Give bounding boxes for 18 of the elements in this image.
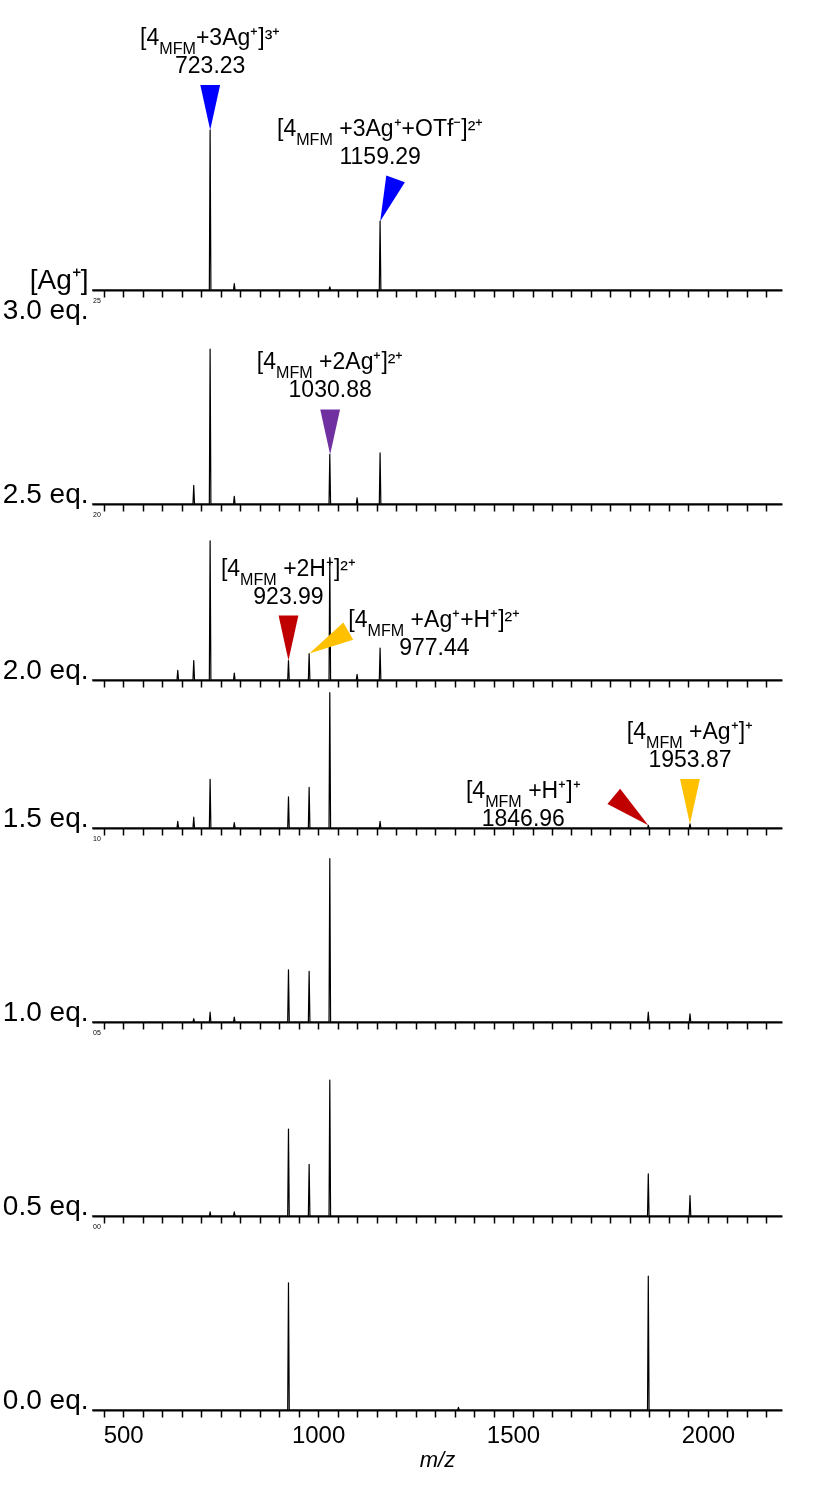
x-tick-label: 500 (103, 1420, 144, 1448)
x-tick-label: 2000 (681, 1420, 736, 1448)
y-axis-title: 0.5 eq. (2, 1189, 89, 1221)
y-axis-title: 1.0 eq. (2, 995, 89, 1027)
y-axis-title: 2.0 eq. (2, 653, 89, 685)
annotation: [4$_{MFM}$ +Ag⁺+H⁺]²⁺ 977.44 (348, 605, 521, 660)
annotation: [4$_{MFM}$ +3Ag⁺+OTf⁻]²⁺ 1159.29 (276, 115, 484, 170)
annotation: [4$_{MFM}$ +Ag⁺]⁺ 1953.87 (626, 717, 754, 772)
x-tick-label: 1000 (291, 1420, 346, 1448)
y-axis-title: [Ag⁺] 3.0 eq. (2, 263, 89, 325)
x-tick-label: 1500 (486, 1420, 541, 1448)
annotation: [4$_{MFM}$+3Ag⁺]³⁺ 723.23 (140, 24, 281, 78)
annotation: [4$_{MFM}$ +2Ag⁺]²⁺ 1030.88 (256, 348, 404, 403)
y-axis-title: 1.5 eq. (2, 801, 89, 833)
y-axis-title: 0.0 eq. (2, 1383, 89, 1415)
x-axis-title: m/z (419, 1446, 456, 1472)
annotation: [4$_{MFM}$ +H⁺]⁺ 1846.96 (465, 777, 581, 832)
y-axis-title: 2.5 eq. (2, 477, 89, 509)
